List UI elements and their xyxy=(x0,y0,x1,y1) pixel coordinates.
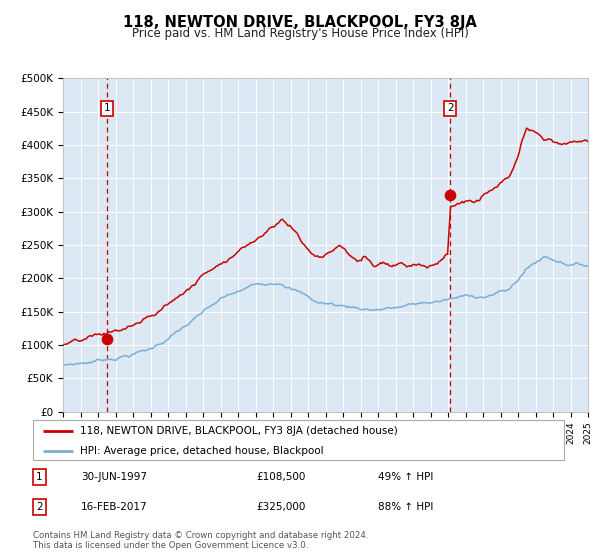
Point xyxy=(102,335,112,344)
Text: 30-JUN-1997: 30-JUN-1997 xyxy=(81,472,147,482)
Point xyxy=(445,190,455,199)
Text: Contains HM Land Registry data © Crown copyright and database right 2024.
This d: Contains HM Land Registry data © Crown c… xyxy=(33,531,368,550)
FancyBboxPatch shape xyxy=(33,420,564,460)
Text: HPI: Average price, detached house, Blackpool: HPI: Average price, detached house, Blac… xyxy=(80,446,323,456)
Text: 118, NEWTON DRIVE, BLACKPOOL, FY3 8JA: 118, NEWTON DRIVE, BLACKPOOL, FY3 8JA xyxy=(123,15,477,30)
Text: 16-FEB-2017: 16-FEB-2017 xyxy=(81,502,148,512)
Text: £325,000: £325,000 xyxy=(256,502,305,512)
Text: 118, NEWTON DRIVE, BLACKPOOL, FY3 8JA (detached house): 118, NEWTON DRIVE, BLACKPOOL, FY3 8JA (d… xyxy=(80,426,397,436)
Text: 2: 2 xyxy=(36,502,43,512)
Text: 88% ↑ HPI: 88% ↑ HPI xyxy=(378,502,434,512)
Text: £108,500: £108,500 xyxy=(256,472,305,482)
Text: 1: 1 xyxy=(103,104,110,113)
Text: 2: 2 xyxy=(447,104,454,113)
Text: Price paid vs. HM Land Registry's House Price Index (HPI): Price paid vs. HM Land Registry's House … xyxy=(131,27,469,40)
Text: 49% ↑ HPI: 49% ↑ HPI xyxy=(378,472,434,482)
Text: 1: 1 xyxy=(36,472,43,482)
